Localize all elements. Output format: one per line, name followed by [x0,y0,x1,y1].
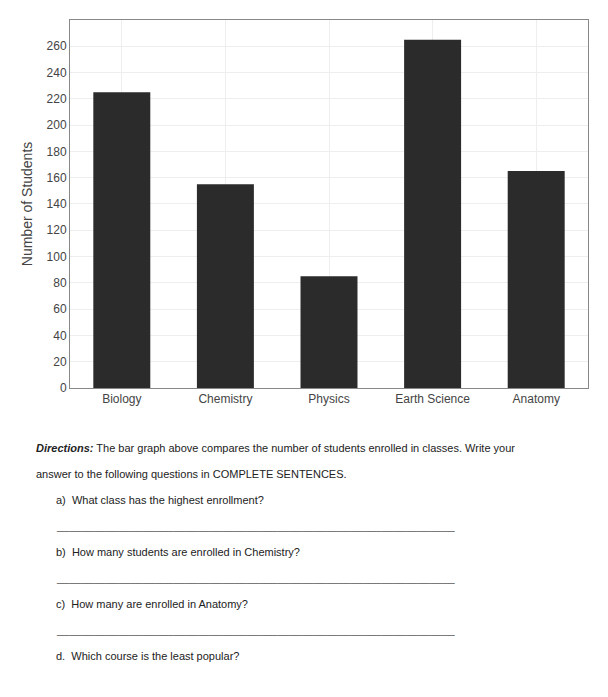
svg-text:220: 220 [47,92,67,106]
svg-text:260: 260 [47,39,67,53]
svg-text:160: 160 [47,171,67,185]
svg-text:120: 120 [47,223,67,237]
svg-text:c) How many are enrolled in A: c) How many are enrolled in Anatomy? [56,598,248,610]
svg-text:______________________________: ________________________________________… [56,572,456,584]
svg-text:0: 0 [60,381,67,395]
svg-text:40: 40 [53,329,67,343]
svg-text:Number of Students: Number of Students [19,142,35,267]
svg-text:answer to the following questi: answer to the following questions in COM… [36,468,347,480]
svg-text:Directions: The bar graph abov: Directions: The bar graph above compares… [36,442,515,454]
svg-text:Anatomy: Anatomy [513,392,560,406]
svg-text:______________________________: ________________________________________… [56,520,456,532]
svg-text:200: 200 [47,118,67,132]
svg-text:Physics: Physics [308,392,349,406]
svg-text:Earth Science: Earth Science [395,392,470,406]
svg-text:Chemistry: Chemistry [198,392,252,406]
svg-text:a) What class has the highest: a) What class has the highest enrollment… [56,494,264,506]
svg-text:180: 180 [47,145,67,159]
svg-text:20: 20 [53,355,67,369]
svg-text:240: 240 [47,66,67,80]
svg-text:______________________________: ________________________________________… [56,624,456,636]
svg-text:d. Which course is the least: d. Which course is the least popular? [56,650,239,662]
svg-text:Biology: Biology [102,392,141,406]
svg-text:100: 100 [47,250,67,264]
svg-text:b) How many students are enro: b) How many students are enrolled in Che… [56,546,300,558]
svg-text:80: 80 [53,276,67,290]
svg-text:140: 140 [47,197,67,211]
svg-text:60: 60 [53,302,67,316]
